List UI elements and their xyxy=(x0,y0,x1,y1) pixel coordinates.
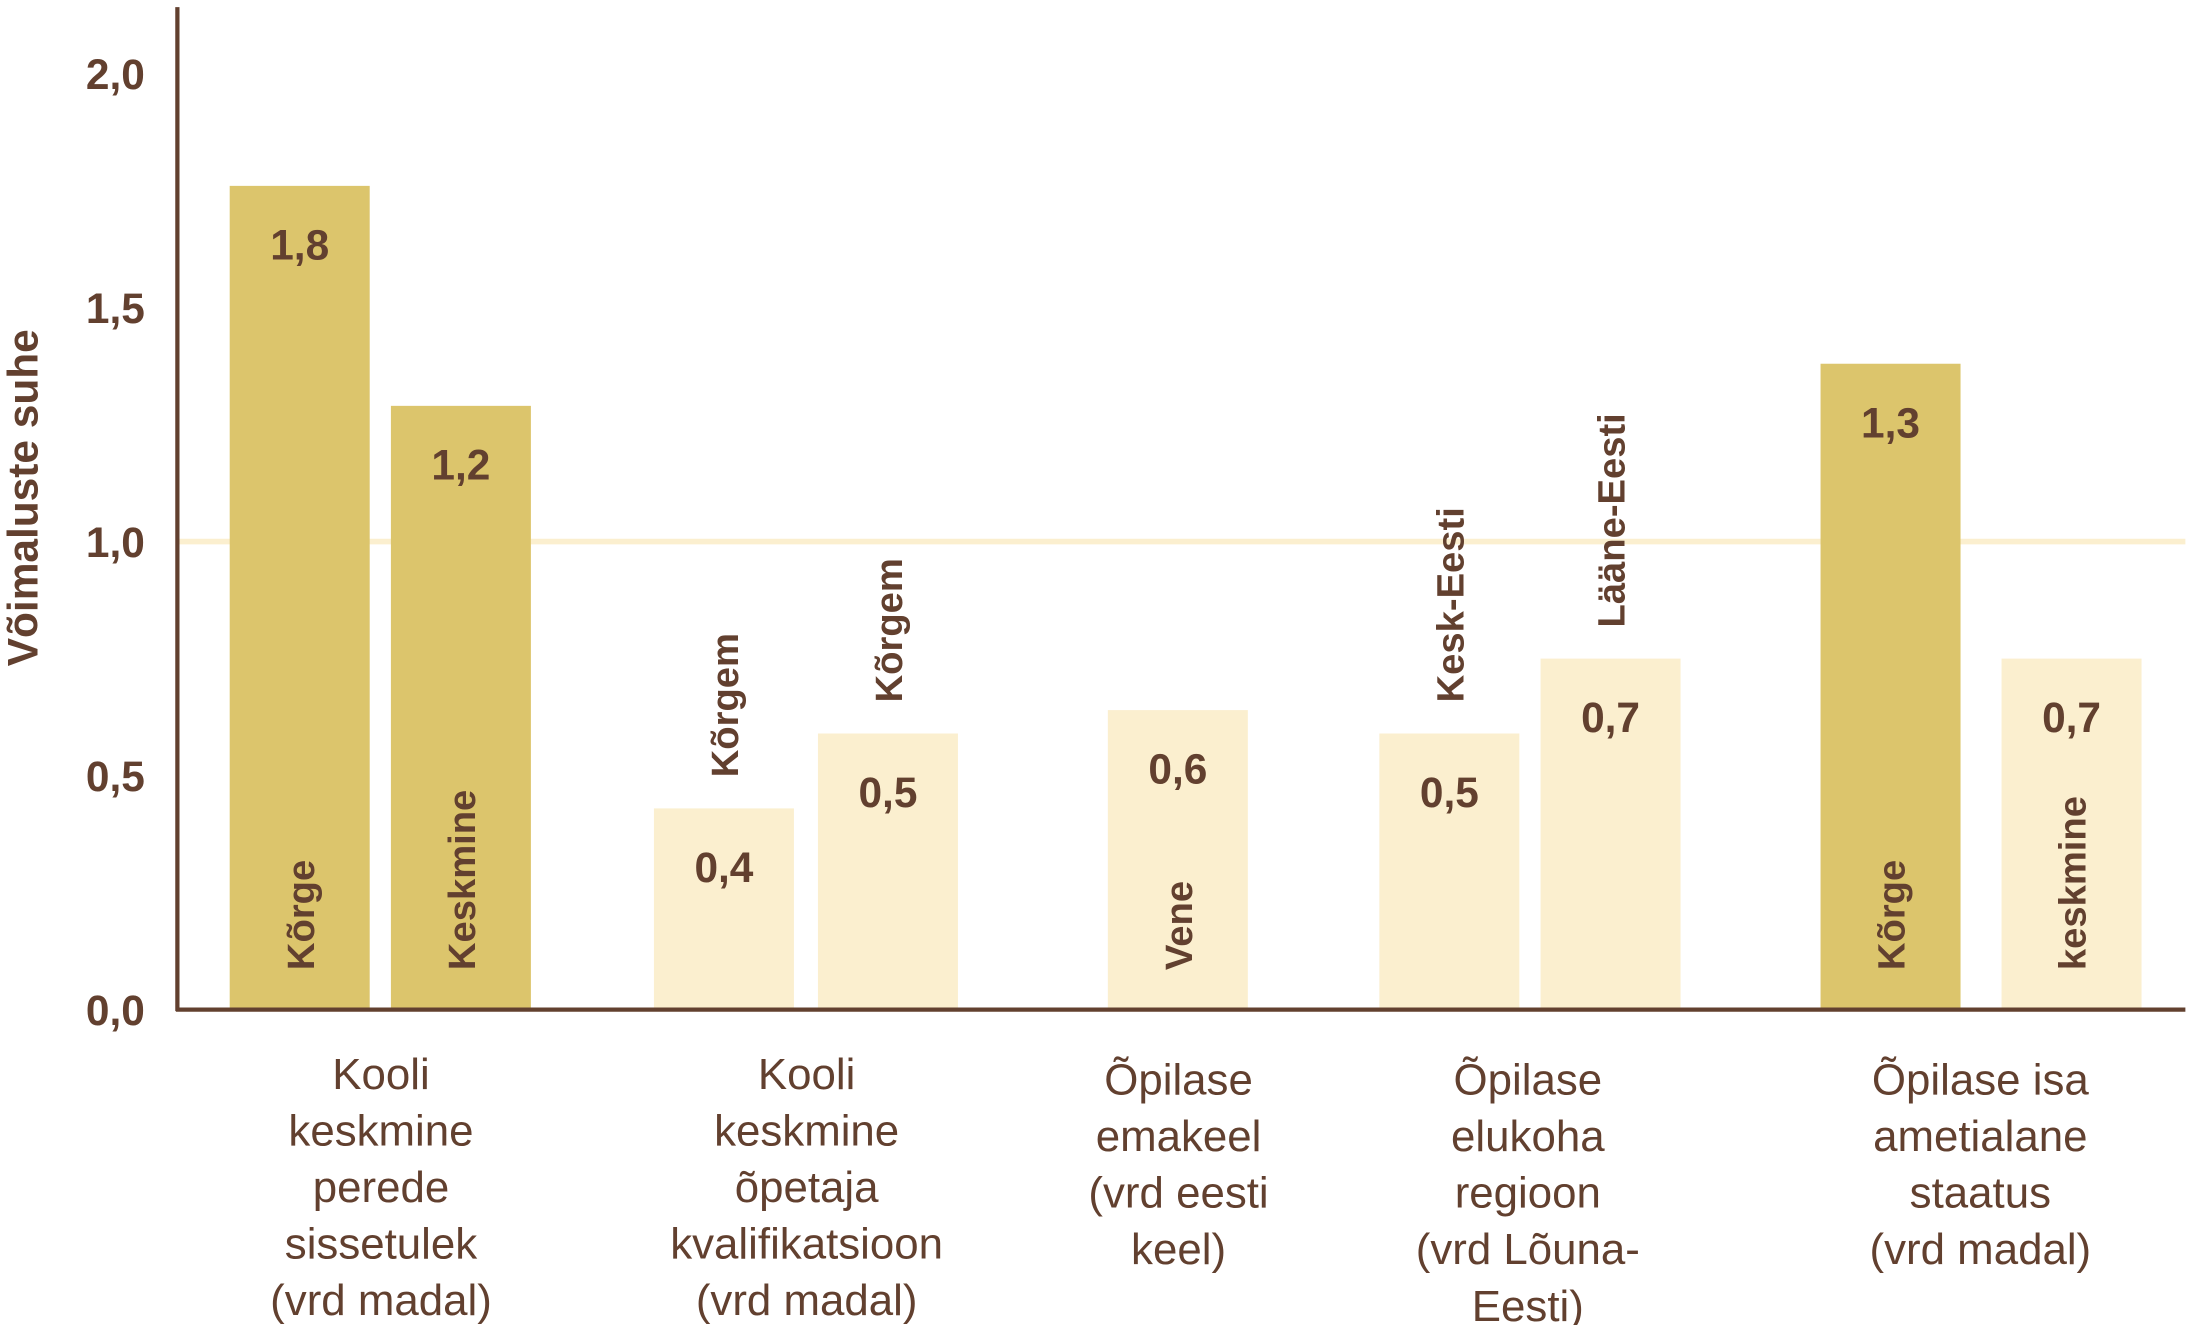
y-axis-label: Võimaluste suhe xyxy=(0,329,46,666)
category-label: (vrd madal) xyxy=(696,1276,918,1325)
category-label: Eesti) xyxy=(1472,1282,1584,1325)
bar xyxy=(390,405,531,1010)
y-tick-label: 1,0 xyxy=(86,519,145,566)
category-label: (vrd madal) xyxy=(270,1276,492,1325)
bar-name-label: Keskmine xyxy=(441,790,484,970)
category-label: ametialane xyxy=(1873,1112,2087,1161)
bar xyxy=(1107,710,1248,1010)
category-label: staatus xyxy=(1910,1169,2051,1218)
y-tick-label: 0,5 xyxy=(86,753,145,800)
y-tick-label: 2,0 xyxy=(86,51,145,98)
bar xyxy=(1540,658,1681,1010)
bar-name-label: Vene xyxy=(1158,881,1201,970)
bar-value-label: 1,8 xyxy=(270,221,329,268)
category-label: (vrd Lõuna- xyxy=(1416,1225,1640,1274)
category-label: (vrd madal) xyxy=(1870,1225,2092,1274)
category-label: sissetulek xyxy=(285,1220,478,1269)
bar xyxy=(2001,658,2142,1010)
category-label: Kooli xyxy=(758,1050,855,1099)
bar-name-label: Kõrgem xyxy=(868,558,911,702)
category-label: perede xyxy=(313,1163,449,1212)
category-label: õpetaja xyxy=(735,1163,879,1212)
bar xyxy=(1820,363,1961,1010)
category-label: Õpilase xyxy=(1104,1055,1253,1105)
category-label: Õpilase isa xyxy=(1872,1055,2089,1105)
bar-value-label: 0,5 xyxy=(858,769,917,816)
bar-name-label: Kõrge xyxy=(1871,860,1914,970)
category-label: keel) xyxy=(1131,1225,1226,1274)
bar-value-label: 0,4 xyxy=(694,844,753,891)
bar-value-label: 1,2 xyxy=(431,441,490,488)
bar-name-label: Kõrge xyxy=(280,860,323,970)
bar-name-label: keskmine xyxy=(2052,796,2095,970)
bar-name-label: Kõrgem xyxy=(704,633,747,777)
bar xyxy=(229,185,370,1010)
bar-name-label: Lääne-Eesti xyxy=(1591,413,1634,627)
bar xyxy=(817,733,958,1010)
y-tick-label: 1,5 xyxy=(86,285,145,332)
category-label: keskmine xyxy=(714,1106,899,1155)
bar-value-label: 0,7 xyxy=(1581,694,1640,741)
bar-value-label: 0,7 xyxy=(2042,694,2101,741)
category-label: Kooli xyxy=(332,1050,429,1099)
category-label: (vrd eesti xyxy=(1088,1169,1268,1218)
category-label: kvalifikatsioon xyxy=(670,1220,943,1269)
bar-name-label: Kesk-Eesti xyxy=(1429,507,1472,702)
bar-value-label: 0,5 xyxy=(1420,769,1479,816)
bar-value-label: 1,3 xyxy=(1861,399,1920,446)
category-label: emakeel xyxy=(1096,1112,1262,1161)
category-label: keskmine xyxy=(288,1106,473,1155)
category-label: elukoha xyxy=(1451,1112,1605,1161)
bar xyxy=(1379,733,1520,1010)
bar-value-label: 0,6 xyxy=(1148,746,1207,793)
category-label: Õpilase xyxy=(1454,1055,1603,1105)
category-label: regioon xyxy=(1455,1169,1601,1218)
y-tick-label: 0,0 xyxy=(86,987,145,1034)
bar xyxy=(653,808,794,1010)
